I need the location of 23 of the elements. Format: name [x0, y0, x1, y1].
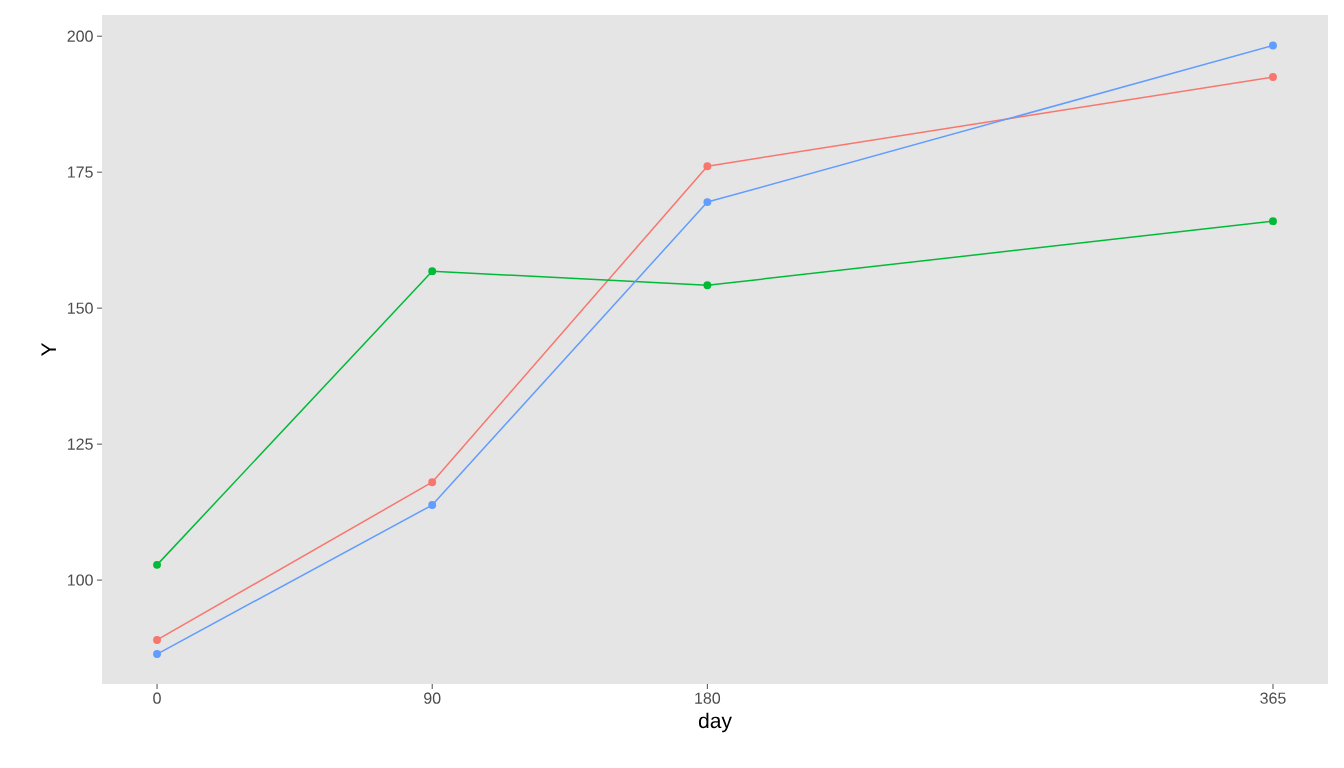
- point: [1269, 73, 1277, 81]
- point: [703, 198, 712, 207]
- x-axis-title: day: [698, 712, 732, 733]
- x-tick-label: 0: [153, 692, 161, 704]
- y-tick-label: 150: [68, 302, 93, 314]
- point: [153, 560, 161, 569]
- y-tick-label: 200: [67, 30, 93, 42]
- y-tick-label: 100: [68, 574, 93, 586]
- point: [1269, 217, 1277, 226]
- point: [153, 650, 161, 659]
- point: [703, 281, 712, 290]
- point: [428, 478, 437, 487]
- y-tick-label: 175: [68, 166, 93, 178]
- x-tick-label: 180: [695, 692, 721, 704]
- point: [1269, 41, 1277, 50]
- point: [703, 162, 712, 171]
- y-tick-label: 125: [68, 438, 93, 450]
- point: [153, 635, 161, 644]
- point: [428, 267, 437, 276]
- point: [428, 501, 437, 509]
- y-axis-title: Y: [41, 342, 56, 357]
- x-tick-label: 365: [1260, 692, 1286, 704]
- x-tick-label: 90: [424, 692, 441, 704]
